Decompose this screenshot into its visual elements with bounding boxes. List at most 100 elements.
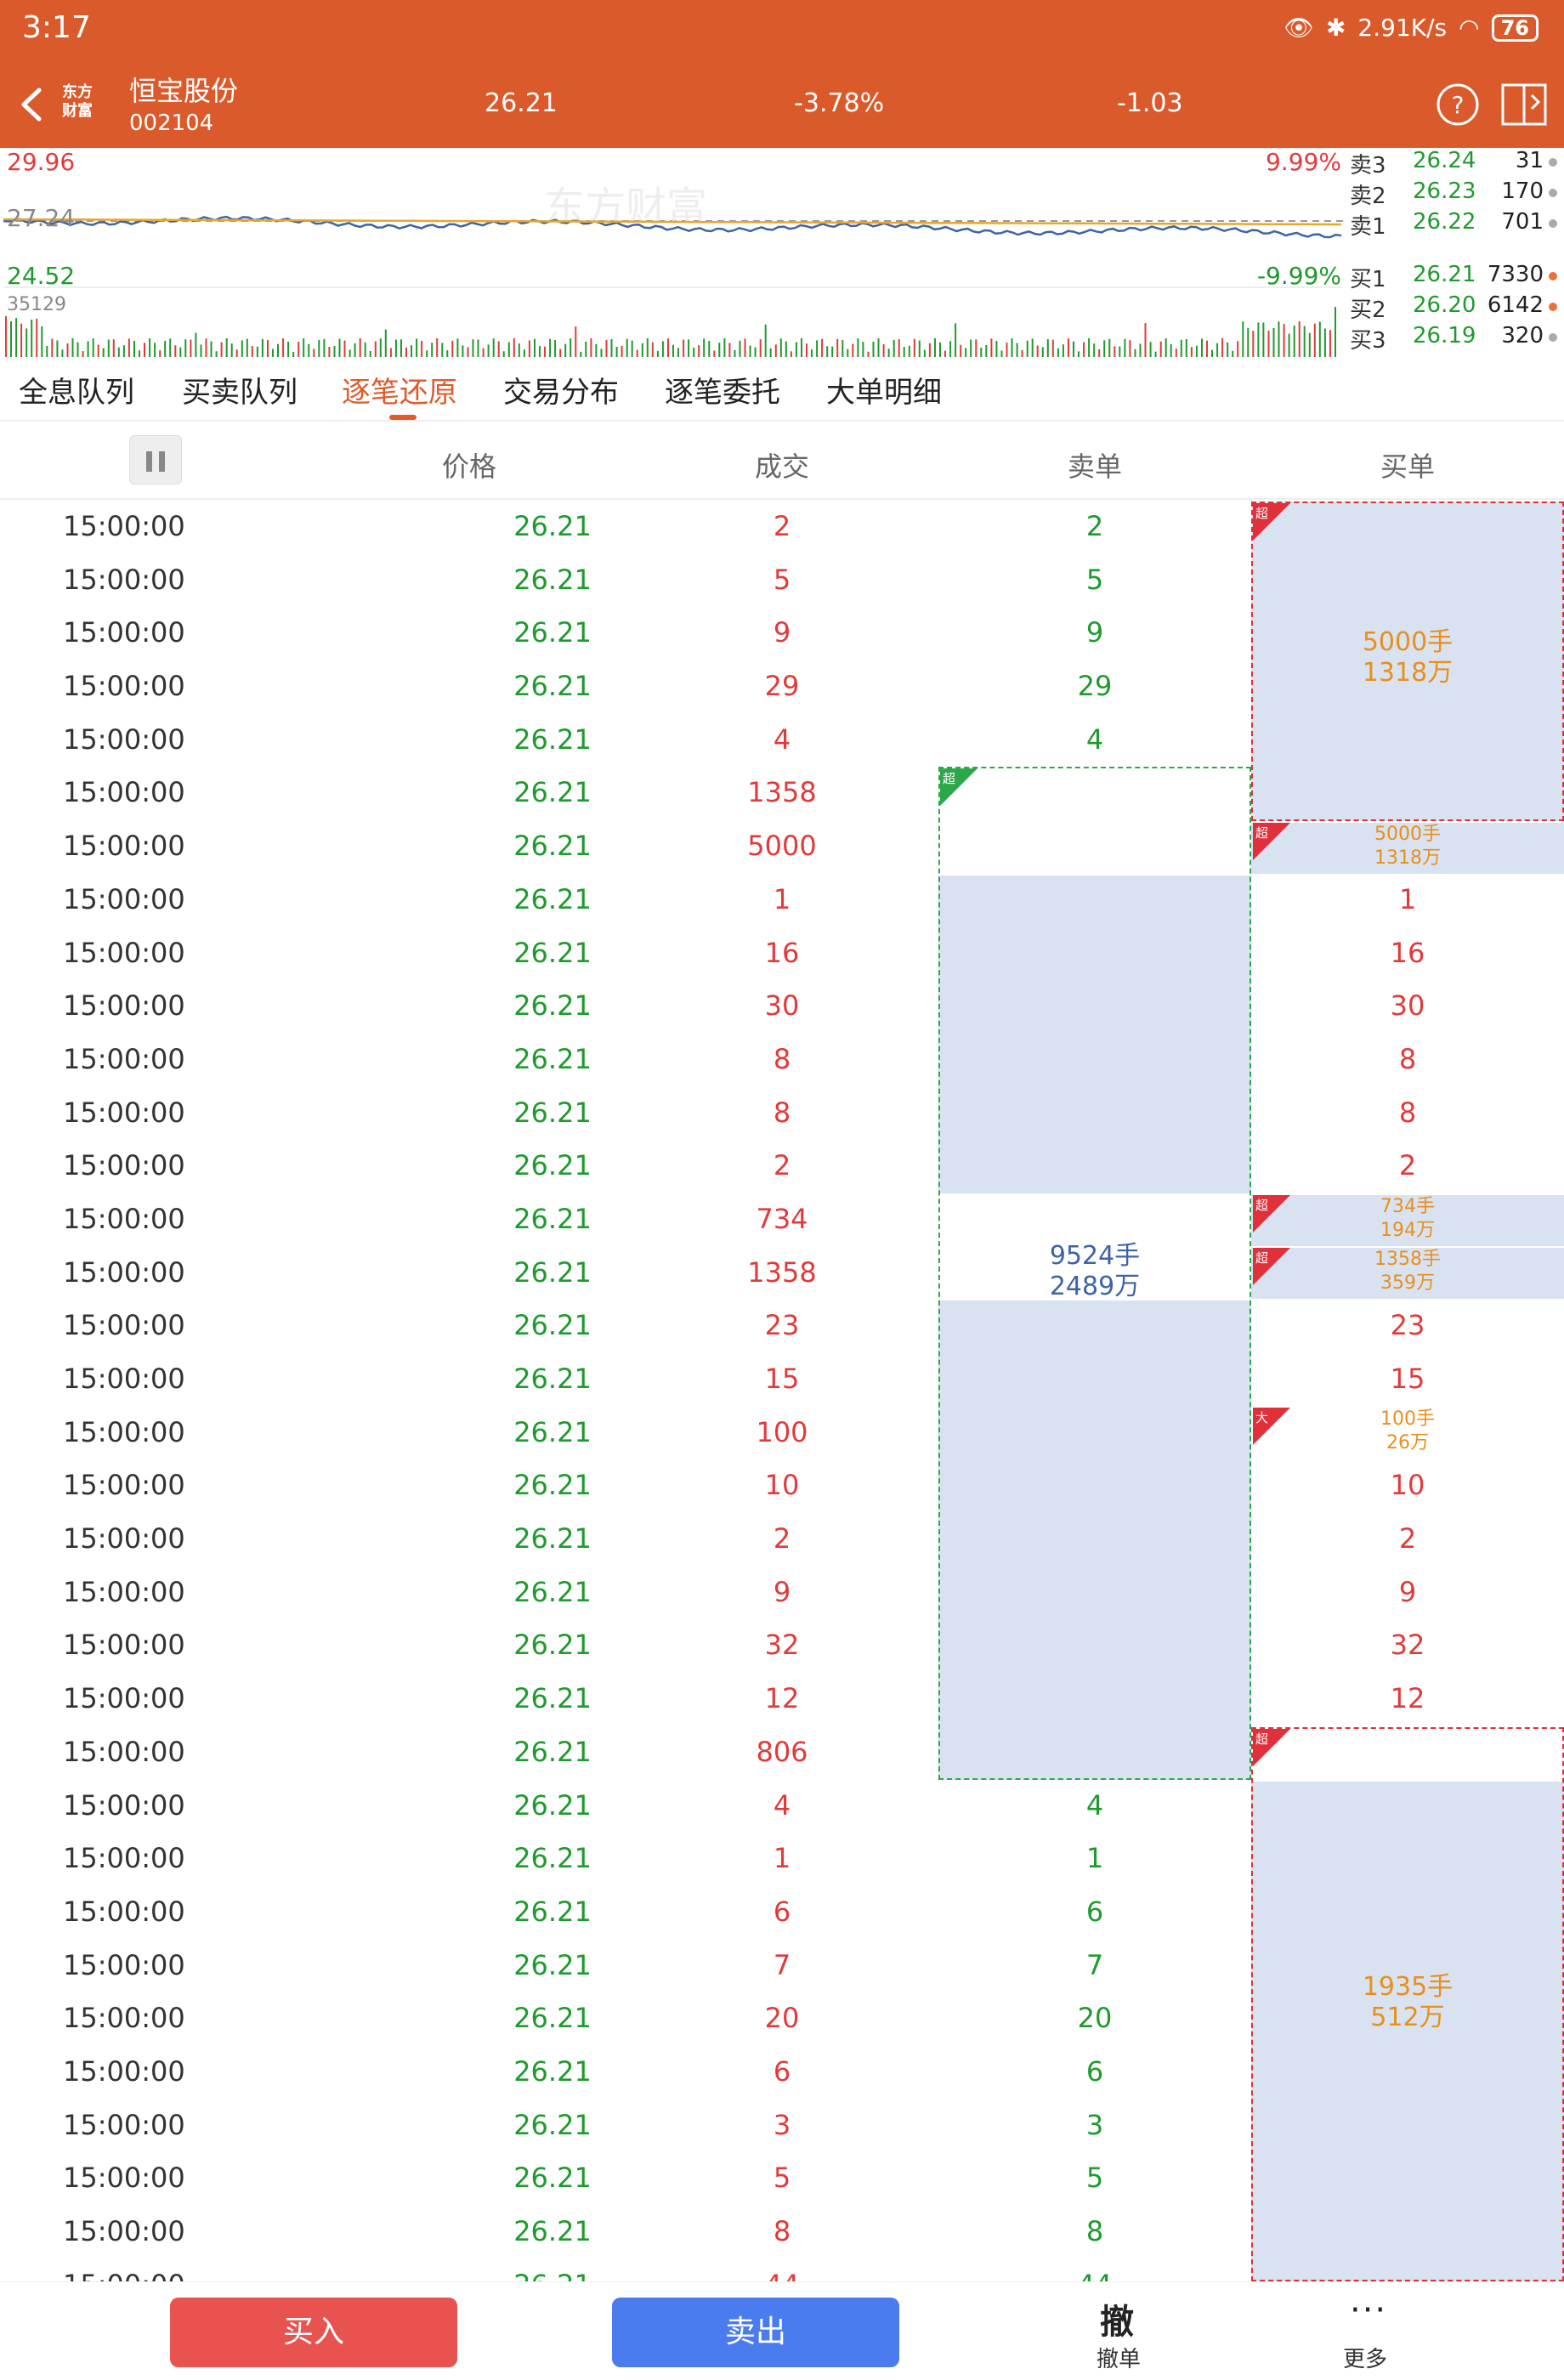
volume-bar bbox=[456, 338, 459, 357]
row-price: 26.21 bbox=[513, 989, 592, 1023]
volume-bar bbox=[656, 350, 659, 357]
pause-button[interactable] bbox=[129, 435, 182, 484]
volume-bar bbox=[431, 343, 434, 357]
table-row[interactable]: 15:00:00 26.21 1 1 bbox=[0, 1833, 1564, 1887]
table-row[interactable]: 15:00:00 26.21 5000 bbox=[0, 821, 1564, 875]
volume-bar bbox=[1073, 341, 1074, 357]
super-flag-icon: 超 bbox=[1253, 1729, 1290, 1766]
table-row[interactable]: 15:00:00 26.21 15 15 bbox=[0, 1354, 1564, 1408]
table-row[interactable]: 15:00:00 26.21 3 3 bbox=[0, 2100, 1564, 2154]
volume-bar bbox=[144, 343, 145, 357]
row-volume: 29 bbox=[764, 670, 800, 703]
volume-bar bbox=[1006, 343, 1008, 357]
volume-bar bbox=[159, 350, 162, 357]
table-row[interactable]: 15:00:00 26.21 44 44 bbox=[0, 2260, 1564, 2281]
row-volume: 100 bbox=[756, 1415, 808, 1448]
volume-bar bbox=[482, 348, 484, 357]
table-row[interactable]: 15:00:00 26.21 4 4 bbox=[0, 715, 1564, 768]
more-icon[interactable]: ··· bbox=[1350, 2291, 1388, 2330]
buy-block-border bbox=[1251, 502, 1564, 821]
table-row[interactable]: 15:00:00 26.21 4 4 bbox=[0, 1781, 1564, 1834]
volume-bar bbox=[544, 346, 546, 357]
volume-bar bbox=[718, 343, 721, 357]
table-row[interactable]: 15:00:00 26.21 29 29 bbox=[0, 661, 1564, 715]
volume-bar bbox=[205, 338, 207, 357]
volume-bar bbox=[369, 351, 371, 357]
table-row[interactable]: 15:00:00 26.21 1358 bbox=[0, 768, 1564, 821]
table-row[interactable]: 15:00:00 26.21 2 2 bbox=[0, 1514, 1564, 1567]
volume-bar bbox=[441, 343, 444, 357]
volume-bar bbox=[749, 345, 751, 357]
tab-tick-orders[interactable]: 逐笔委托 bbox=[665, 376, 780, 410]
table-row[interactable]: 15:00:00 26.21 734 bbox=[0, 1194, 1564, 1248]
tick-list[interactable]: 超 5000手 1318万 超 5000手 1318万 超 9524手 2489万 超… bbox=[0, 502, 1564, 2281]
sell-button[interactable]: 卖出 bbox=[612, 2298, 899, 2367]
table-row[interactable]: 15:00:00 26.21 100 bbox=[0, 1408, 1564, 1461]
tab-large-orders[interactable]: 大单明细 bbox=[826, 376, 942, 410]
tab-bid-ask-queue[interactable]: 买卖队列 bbox=[182, 376, 298, 410]
order-book[interactable]: 卖3 26.24 31 卖2 26.23 170 卖1 26.22 701 买1 26.21 7… bbox=[1345, 148, 1564, 357]
table-row[interactable]: 15:00:00 26.21 1 1 bbox=[0, 875, 1564, 928]
table-row[interactable]: 15:00:00 26.21 5 5 bbox=[0, 555, 1564, 609]
volume-bar bbox=[1108, 338, 1111, 357]
table-row[interactable]: 15:00:00 26.21 23 23 bbox=[0, 1300, 1564, 1354]
table-row[interactable]: 15:00:00 26.21 1358 bbox=[0, 1248, 1564, 1301]
stock-name[interactable]: 恒宝股份 bbox=[129, 75, 239, 107]
ask-row-3: 卖3 26.24 31 bbox=[1345, 148, 1564, 178]
table-row[interactable]: 15:00:00 26.21 12 12 bbox=[0, 1674, 1564, 1727]
table-row[interactable]: 15:00:00 26.21 8 8 bbox=[0, 1034, 1564, 1088]
volume-bar bbox=[1041, 347, 1044, 357]
row-volume: 6 bbox=[773, 1895, 791, 1928]
help-icon[interactable]: ? bbox=[1435, 82, 1481, 128]
volume-bar bbox=[513, 338, 515, 357]
cancel-order-icon[interactable]: 撤 bbox=[1100, 2303, 1134, 2342]
tab-tick-restore[interactable]: 逐笔还原 bbox=[342, 376, 457, 410]
volume-bar bbox=[1016, 343, 1018, 357]
table-row[interactable]: 15:00:00 26.21 8 8 bbox=[0, 1088, 1564, 1142]
more-label[interactable]: 更多 bbox=[1343, 2347, 1388, 2372]
table-row[interactable]: 15:00:00 26.21 10 10 bbox=[0, 1460, 1564, 1514]
table-row[interactable]: 15:00:00 26.21 7 7 bbox=[0, 1941, 1564, 1994]
bottom-bar: 买入 卖出 撤 撤单 ··· 更多 bbox=[0, 2281, 1564, 2380]
volume-bar bbox=[338, 338, 341, 357]
table-row[interactable]: 15:00:00 26.21 16 16 bbox=[0, 928, 1564, 982]
back-icon[interactable] bbox=[14, 82, 53, 128]
table-row[interactable]: 15:00:00 26.21 5 5 bbox=[0, 2153, 1564, 2207]
row-sell: 5 bbox=[1085, 2162, 1104, 2195]
volume-bar bbox=[1329, 330, 1331, 357]
buy-button[interactable]: 买入 bbox=[170, 2298, 457, 2367]
volume-bar bbox=[1078, 351, 1080, 357]
table-row[interactable]: 15:00:00 26.21 32 32 bbox=[0, 1620, 1564, 1674]
table-row[interactable]: 15:00:00 26.21 6 6 bbox=[0, 2047, 1564, 2100]
volume-bar bbox=[246, 338, 248, 357]
ob-volume: 7330 bbox=[1487, 262, 1544, 287]
table-row[interactable]: 15:00:00 26.21 8 8 bbox=[0, 2207, 1564, 2260]
tab-full-queue[interactable]: 全息队列 bbox=[19, 376, 134, 410]
cancel-order-label[interactable]: 撤单 bbox=[1096, 2347, 1142, 2372]
table-row[interactable]: 15:00:00 26.21 20 20 bbox=[0, 1993, 1564, 2047]
table-row[interactable]: 15:00:00 26.21 9 9 bbox=[0, 608, 1564, 661]
layout-switch-icon[interactable] bbox=[1499, 80, 1549, 129]
table-row[interactable]: 15:00:00 26.21 6 6 bbox=[0, 1887, 1564, 1941]
row-buy: 23 bbox=[1390, 1309, 1425, 1342]
table-row[interactable]: 15:00:00 26.21 9 9 bbox=[0, 1567, 1564, 1621]
volume-bar bbox=[626, 338, 628, 357]
row-sell: 2 bbox=[1085, 510, 1104, 542]
row-volume: 8 bbox=[773, 1042, 791, 1075]
table-row[interactable]: 15:00:00 26.21 2 2 bbox=[0, 502, 1564, 555]
volume-bar bbox=[15, 318, 18, 357]
ob-label: 买1 bbox=[1350, 267, 1386, 292]
buy-order-shade bbox=[1251, 1195, 1564, 1246]
chart-low-pct: -9.99% bbox=[1256, 262, 1341, 290]
row-time: 15:00:00 bbox=[63, 1842, 185, 1875]
row-price: 26.21 bbox=[513, 1735, 592, 1768]
buy-block-label: 1935手 512万 bbox=[1362, 1972, 1454, 2032]
tab-trade-distribution[interactable]: 交易分布 bbox=[503, 376, 619, 410]
table-row[interactable]: 15:00:00 26.21 806 bbox=[0, 1727, 1564, 1781]
intraday-chart[interactable]: 东方财富 29.96 27.24 24.52 35129 9.99% -9.99… bbox=[0, 147, 1343, 357]
ob-volume: 170 bbox=[1501, 178, 1544, 204]
volume-bar bbox=[235, 349, 238, 357]
volume-bar bbox=[1000, 350, 1003, 357]
table-row[interactable]: 15:00:00 26.21 2 2 bbox=[0, 1141, 1564, 1194]
table-row[interactable]: 15:00:00 26.21 30 30 bbox=[0, 981, 1564, 1034]
